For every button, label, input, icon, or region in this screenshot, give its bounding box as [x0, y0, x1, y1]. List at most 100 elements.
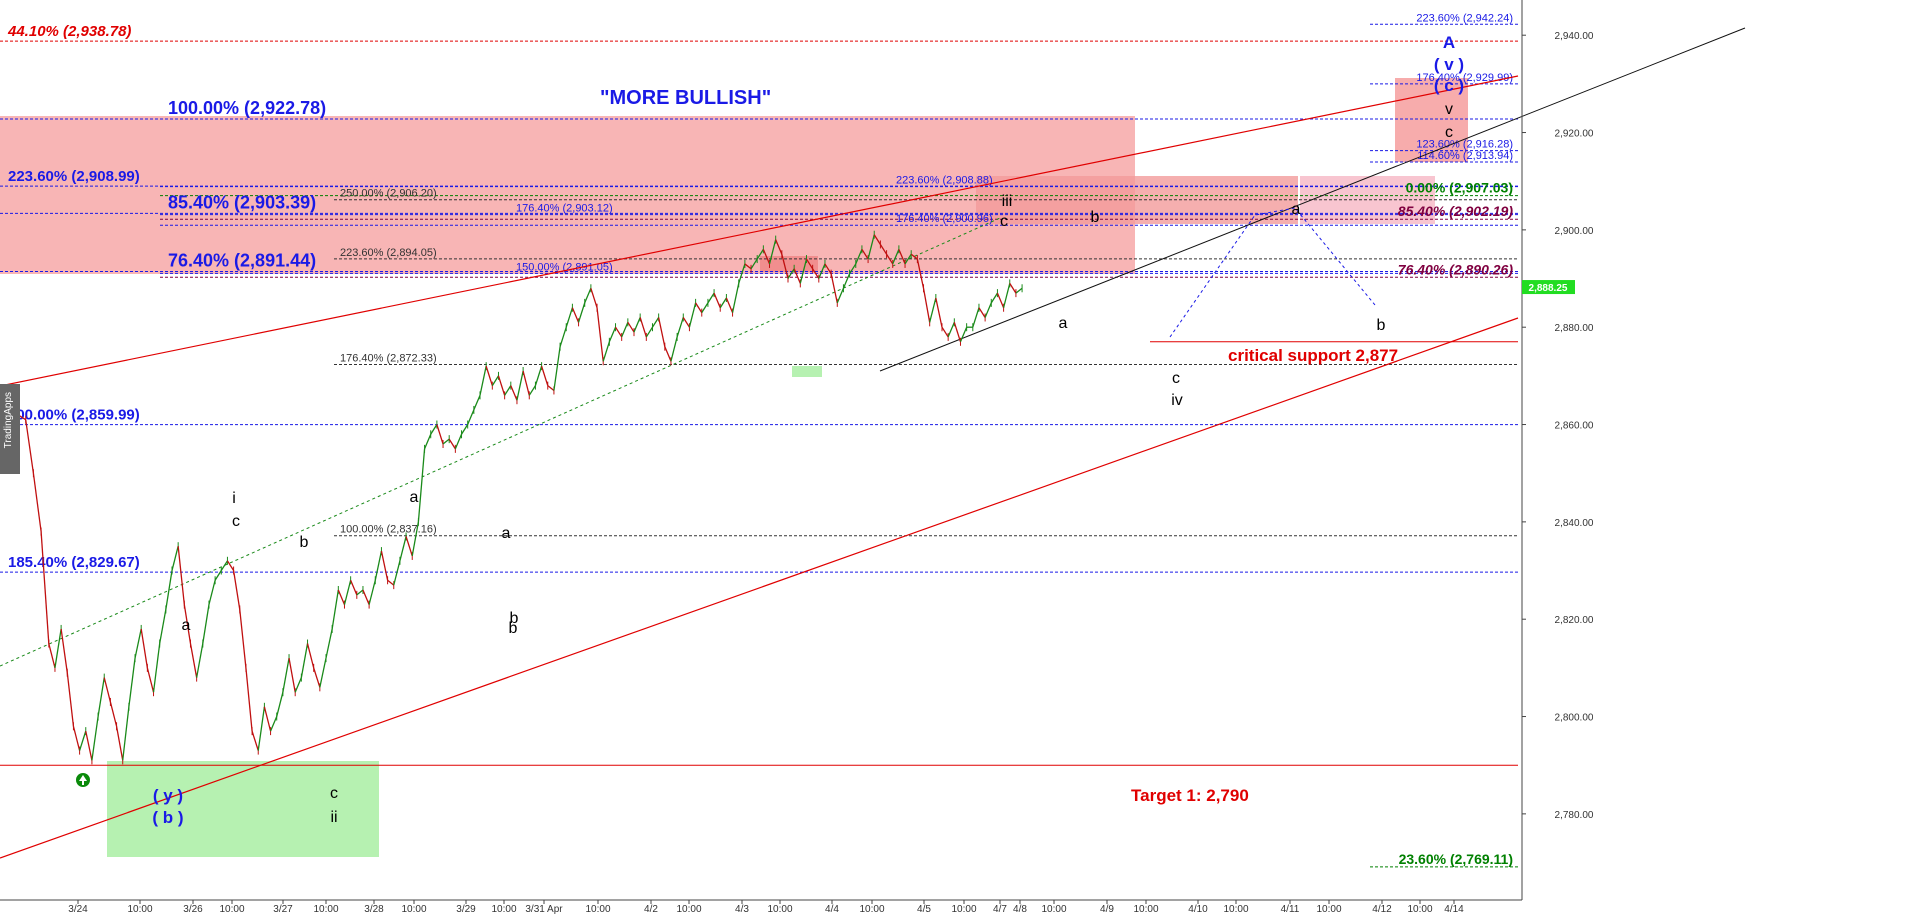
watermark-label: TradingApps — [3, 392, 14, 449]
price-segment — [953, 322, 962, 342]
price-segment — [485, 365, 493, 386]
wave-label: ( v ) — [1434, 55, 1464, 74]
x-tick-label: 10:00 — [401, 904, 426, 915]
price-segment — [288, 658, 296, 693]
wave-label: iv — [1171, 392, 1183, 409]
x-tick-label: 10:00 — [1407, 904, 1432, 915]
price-segment — [91, 716, 99, 761]
price-segment — [183, 604, 192, 644]
price-segment — [540, 365, 549, 386]
wave-label: a — [1059, 315, 1068, 332]
price-segment — [134, 628, 142, 659]
price-segment — [590, 288, 598, 308]
price-segment — [904, 253, 912, 265]
price-segment — [670, 336, 678, 362]
level-label: 223.60% (2,908.88) — [896, 175, 993, 187]
price-segment — [356, 589, 364, 596]
price-segment — [886, 253, 894, 265]
price-segment — [337, 589, 346, 605]
price-segment — [350, 580, 358, 596]
price-segment — [892, 249, 900, 265]
price-segment — [596, 307, 604, 362]
price-segment — [799, 258, 808, 284]
price-segment — [984, 302, 992, 318]
price-segment — [855, 249, 863, 265]
price-segment — [171, 546, 179, 571]
price-segment — [405, 536, 413, 557]
price-segment — [306, 643, 315, 669]
price-segment — [473, 395, 481, 411]
price-segment — [639, 317, 647, 338]
price-segment — [744, 263, 752, 270]
price-segment — [990, 292, 998, 304]
price-segment — [263, 706, 272, 732]
price-segment — [510, 385, 518, 401]
level-label: 76.40% (2,891.44) — [168, 251, 316, 271]
price-segment — [202, 604, 210, 644]
price-segment — [78, 730, 87, 751]
level-label: 176.40% (2,872.33) — [340, 353, 437, 365]
level-label: 85.40% (2,903.39) — [168, 192, 316, 212]
price-segment — [633, 317, 641, 333]
price-segment — [978, 307, 986, 318]
x-tick-label: 10:00 — [585, 904, 610, 915]
price-segment — [922, 288, 931, 323]
price-segment — [380, 550, 389, 581]
wave-label: ii — [330, 809, 337, 826]
wave-label: a — [182, 617, 191, 634]
wave-label: ( c ) — [1434, 76, 1464, 95]
price-segment — [189, 643, 198, 678]
y-tick-label: 2,820.00 — [1555, 615, 1594, 626]
level-label: 250.00% (2,906.20) — [340, 188, 437, 200]
price-segment — [812, 268, 820, 279]
price-segment — [387, 579, 395, 586]
x-tick-label: 10:00 — [1133, 904, 1158, 915]
wave-label: i — [232, 490, 236, 507]
price-segment — [738, 263, 746, 284]
price-segment — [861, 248, 869, 260]
level-label: 100.00% (2,922.78) — [168, 98, 326, 118]
price-segment — [731, 283, 740, 313]
price-segment — [941, 326, 949, 338]
y-tick-label: 2,920.00 — [1555, 129, 1594, 140]
wave-label: ( y ) — [153, 786, 183, 805]
price-segment — [448, 438, 456, 450]
tradingapps-watermark: TradingApps — [0, 384, 20, 474]
price-segment — [713, 292, 721, 308]
price-segment — [40, 531, 50, 644]
price-segment — [411, 521, 420, 557]
price-segment — [910, 253, 918, 260]
price-segment — [756, 248, 764, 260]
price-segment — [867, 234, 875, 260]
wave-label: b — [510, 610, 519, 627]
level-label: 100.00% (2,837.16) — [340, 524, 437, 536]
projection-path — [1169, 207, 1376, 338]
price-segment — [467, 409, 475, 425]
price-segment — [60, 628, 68, 673]
wave-label: b — [1091, 209, 1100, 226]
level-label: 223.60% (2,894.05) — [340, 247, 437, 259]
channel-upper-line — [0, 75, 1519, 387]
last-price-tag — [1522, 280, 1575, 295]
price-segment — [97, 677, 105, 717]
price-segment — [436, 424, 444, 445]
price-segment — [48, 643, 56, 669]
level-label: 85.40% (2,902.19) — [1398, 203, 1514, 219]
price-segment — [688, 302, 697, 328]
x-tick-label: 10:00 — [313, 904, 338, 915]
last-price-label: 2,888.25 — [1529, 283, 1568, 294]
x-tick-label: 4/7 — [993, 904, 1007, 915]
resistance-zone-small — [760, 256, 818, 272]
price-segment — [602, 341, 610, 362]
level-label: 44.10% (2,938.78) — [7, 23, 131, 40]
price-segment — [947, 322, 955, 338]
price-segment — [159, 609, 167, 644]
price-segment — [553, 346, 561, 391]
price-segment — [319, 657, 327, 688]
level-label: 176.40% (2,929.99) — [1416, 72, 1513, 84]
black-trend-line — [879, 27, 1746, 372]
level-label: 76.40% (2,890.26) — [1398, 261, 1514, 277]
price-segment — [152, 643, 161, 693]
wave-label: c — [232, 513, 240, 530]
price-segment — [830, 273, 838, 304]
